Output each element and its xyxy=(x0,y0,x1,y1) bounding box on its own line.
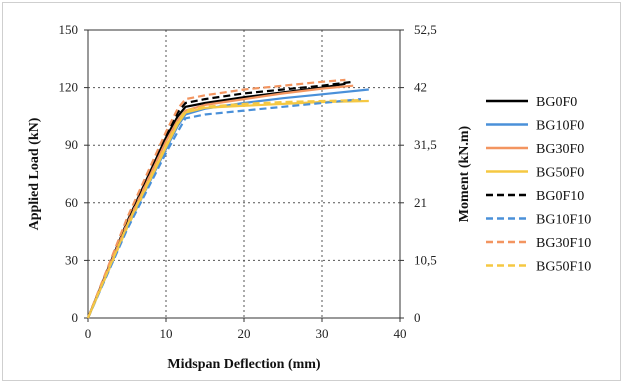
legend-label-bg50f0: BG50F0 xyxy=(536,166,584,181)
legend: BG0F0 BG10F0 BG30F0 BG50F0 BG0F10 BG10F10 BG30… xyxy=(486,95,591,275)
series-line-bg10f10 xyxy=(86,98,362,319)
y2-tick-label: 52,5 xyxy=(414,22,437,37)
y2-tick-label: 31,5 xyxy=(414,137,437,152)
y2-tick-label: 42 xyxy=(414,80,427,95)
series-line-bg0f10 xyxy=(86,80,354,319)
y2-tick-label: 10,5 xyxy=(414,252,437,267)
legend-label-bg30f0: BG30F0 xyxy=(536,142,584,157)
x-tick-label: 20 xyxy=(238,326,251,341)
y-tick-label: 120 xyxy=(59,80,79,95)
y2-tick-label: 21 xyxy=(414,195,427,210)
plot-area-border xyxy=(87,29,401,319)
legend-label-bg50f10: BG50F10 xyxy=(536,260,591,275)
y-tick-label: 0 xyxy=(72,310,79,325)
y-tick-label: 60 xyxy=(65,195,78,210)
y2-tick-label: 0 xyxy=(414,310,421,325)
series-line-bg30f0 xyxy=(86,84,354,319)
y-axis-title: Applied Load (kN) xyxy=(27,117,42,230)
series-line-bg0f0 xyxy=(86,82,346,319)
series-lines xyxy=(86,78,369,319)
x-tick-label: 30 xyxy=(316,326,329,341)
legend-label-bg10f10: BG10F10 xyxy=(536,213,591,228)
x-tick-label: 40 xyxy=(394,326,407,341)
x-axis-title: Midspan Deflection (mm) xyxy=(167,357,321,372)
series-line-bg10f0 xyxy=(86,88,369,319)
y-tick-label: 30 xyxy=(65,252,78,267)
y-tick-label: 150 xyxy=(59,22,79,37)
y2-axis-title: Moment (kN.m) xyxy=(457,125,472,222)
legend-label-bg10f0: BG10F0 xyxy=(536,119,584,134)
legend-label-bg0f0: BG0F0 xyxy=(536,95,577,110)
x-tick-label: 10 xyxy=(160,326,173,341)
legend-label-bg0f10: BG0F10 xyxy=(536,189,584,204)
y-tick-label: 90 xyxy=(65,137,78,152)
x-tick-label: 0 xyxy=(85,326,92,341)
series-line-bg30f10 xyxy=(86,78,346,319)
series-line-bg50f10 xyxy=(86,99,362,319)
legend-label-bg30f10: BG30F10 xyxy=(536,236,591,251)
grid xyxy=(88,30,400,318)
